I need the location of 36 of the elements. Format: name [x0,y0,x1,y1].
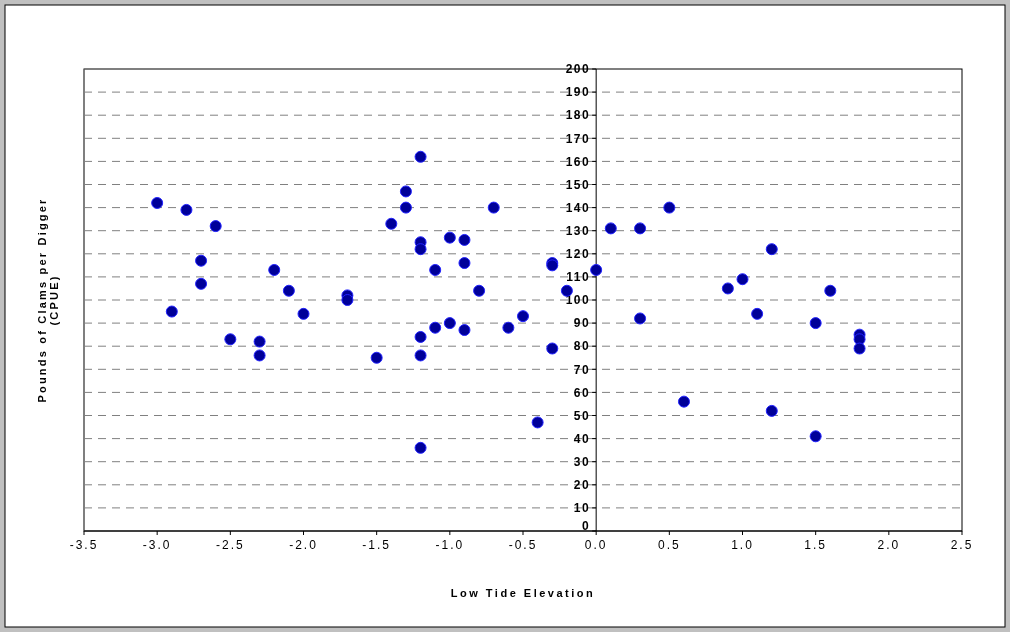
x-axis-title: Low Tide Elevation [450,587,596,599]
y-tick-label: 40 [573,431,591,446]
x-tick-label: 1.0 [731,538,754,552]
x-tick-label: 2.5 [950,538,974,552]
y-tick-label: 70 [573,362,591,377]
y-tick-label: 160 [565,154,591,169]
y-tick-label: 130 [565,223,591,238]
x-tick-label: -0.5 [508,538,538,552]
y-tick-label: 110 [566,270,591,285]
x-tick-label: -2.5 [215,538,245,552]
y-tick-label: 80 [573,339,591,354]
y-tick-label: 0 [581,519,591,534]
y-axis-title: Pounds of Clams per Digger (CPUE) [36,197,60,403]
y-tick-label: 150 [565,177,591,192]
y-tick-label: 30 [573,454,591,469]
y-tick-label: 200 [565,62,591,77]
y-tick-label: 60 [573,385,591,400]
y-tick-label: 120 [565,247,591,261]
x-tick-label: -3.0 [142,538,172,552]
y-tick-label: 170 [565,131,591,146]
x-tick-label: 1.5 [804,538,828,552]
x-tick-label: 0.0 [584,538,608,552]
y-tick-label: 50 [573,408,591,423]
x-tick-label: -1.5 [362,538,392,552]
y-tick-label: 20 [573,478,591,492]
y-tick-label: 90 [573,316,591,331]
x-tick-label: 2.0 [877,538,901,552]
x-tick-label: -1.0 [435,538,465,552]
x-tick-label: 0.5 [657,538,681,552]
y-tick-label: 140 [565,200,591,215]
y-tick-label: 190 [565,85,591,100]
x-tick-label: -3.5 [69,538,99,552]
y-tick-label: 180 [565,108,591,123]
y-tick-label: 100 [565,293,591,308]
y-tick-label: 10 [573,501,591,516]
x-tick-label: -2.0 [289,538,318,552]
